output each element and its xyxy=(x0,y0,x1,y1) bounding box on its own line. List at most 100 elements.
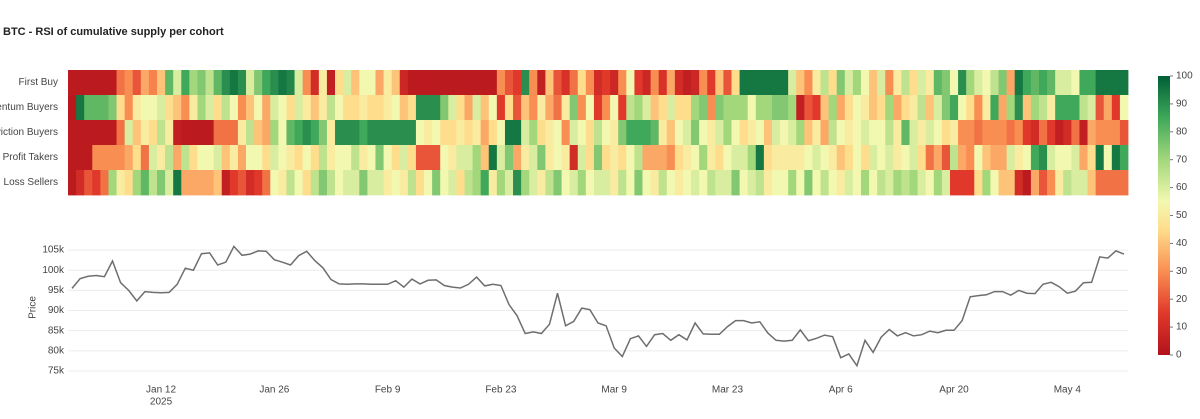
colorbar-tick-label: 20 xyxy=(1176,294,1188,305)
heatmap-cell xyxy=(92,95,101,121)
heatmap-cell xyxy=(666,120,676,146)
heatmap-cell xyxy=(456,70,465,96)
heatmap-cell xyxy=(731,170,741,196)
heatmap-cell xyxy=(780,145,789,171)
heatmap-cell xyxy=(909,120,919,146)
heatmap-cell xyxy=(1022,145,1032,171)
heatmap-cell xyxy=(933,145,943,171)
heatmap-cell xyxy=(755,70,765,96)
heatmap-cell xyxy=(504,170,514,196)
heatmap-cell xyxy=(1038,120,1048,146)
heatmap-cell xyxy=(974,145,983,171)
heatmap-cell xyxy=(286,95,295,121)
heatmap-cell xyxy=(788,145,797,171)
heatmap-cell xyxy=(415,145,425,171)
heatmap-cell xyxy=(480,70,490,96)
heatmap-cell xyxy=(585,170,595,196)
heatmap-cell xyxy=(553,170,562,196)
heatmap-cell xyxy=(529,170,538,196)
heatmap-cell xyxy=(812,95,821,121)
heatmap-cell xyxy=(424,170,433,196)
heatmap-cell xyxy=(771,145,781,171)
heatmap-cell xyxy=(302,170,312,196)
heatmap-cell xyxy=(949,145,959,171)
heatmap-cell xyxy=(602,120,611,146)
heatmap-cell xyxy=(577,120,587,146)
heatmap-cell xyxy=(723,120,732,146)
heatmap-cell xyxy=(116,170,126,196)
row-label: First Buy xyxy=(19,77,58,88)
heatmap-cell xyxy=(351,120,360,146)
heatmap-cell xyxy=(650,70,660,96)
heatmap-cell xyxy=(682,70,692,96)
heatmap-cell xyxy=(294,120,304,146)
heatmap-cell xyxy=(76,170,85,196)
heatmap-cell xyxy=(626,95,635,121)
heatmap-cell xyxy=(237,120,247,146)
heatmap-cell xyxy=(318,120,328,146)
heatmap-cell xyxy=(707,70,716,96)
heatmap-cell xyxy=(610,70,619,96)
heatmap-cell xyxy=(577,170,587,196)
heatmap-cell xyxy=(537,95,546,121)
heatmap-cell xyxy=(529,145,538,171)
heatmap-cell xyxy=(933,95,943,121)
heatmap-cell xyxy=(1055,145,1064,171)
heatmap-cell xyxy=(739,170,749,196)
heatmap-cell xyxy=(375,95,384,121)
heatmap-cell xyxy=(221,70,231,96)
heatmap-cell xyxy=(553,145,562,171)
heatmap-cell xyxy=(1055,95,1064,121)
heatmap-cell xyxy=(456,120,465,146)
y-tick-label: 95k xyxy=(48,285,65,296)
heatmap-cell xyxy=(901,170,910,196)
heatmap-cell xyxy=(626,70,635,96)
heatmap-cell xyxy=(1103,145,1113,171)
heatmap-cell xyxy=(391,120,401,146)
heatmap-cell xyxy=(391,145,401,171)
heatmap-cell xyxy=(513,70,522,96)
x-tick-label: Feb 23 xyxy=(485,385,517,396)
heatmap-cell xyxy=(666,170,676,196)
heatmap-cell xyxy=(464,145,473,171)
heatmap-cell xyxy=(618,170,627,196)
heatmap-cell xyxy=(456,145,465,171)
heatmap-cell xyxy=(885,120,894,146)
heatmap-cell xyxy=(998,70,1008,96)
heatmap-cell xyxy=(755,145,765,171)
heatmap-cell xyxy=(869,70,878,96)
heatmap-cell xyxy=(634,70,643,96)
heatmap-cell xyxy=(917,70,927,96)
heatmap-cell xyxy=(1038,170,1048,196)
heatmap-cell xyxy=(472,170,482,196)
heatmap-cell xyxy=(755,120,765,146)
heatmap-cell xyxy=(157,145,166,171)
heatmap-cell xyxy=(165,70,174,96)
heatmap-cell xyxy=(990,170,999,196)
heatmap-cell xyxy=(593,145,603,171)
heatmap-cell xyxy=(480,170,490,196)
heatmap-cell xyxy=(278,95,287,121)
heatmap-cell xyxy=(958,170,967,196)
heatmap-cell xyxy=(464,120,473,146)
heatmap-cell xyxy=(828,145,838,171)
heatmap-cell xyxy=(407,70,417,96)
heatmap-cell xyxy=(424,70,433,96)
colorbar-tick-label: 30 xyxy=(1176,266,1188,277)
heatmap-cell xyxy=(432,145,441,171)
heatmap-cell xyxy=(844,170,854,196)
heatmap-cell xyxy=(569,70,579,96)
heatmap-cell xyxy=(1087,95,1097,121)
heatmap-cell xyxy=(521,120,530,146)
heatmap-cell xyxy=(658,95,668,121)
heatmap-cell xyxy=(1119,145,1129,171)
heatmap-cell xyxy=(375,170,384,196)
heatmap-cell xyxy=(561,145,571,171)
colorbar-tick-label: 80 xyxy=(1176,126,1188,137)
heatmap-cell xyxy=(229,95,239,121)
heatmap-cell xyxy=(391,70,401,96)
heatmap-cell xyxy=(1095,145,1105,171)
heatmap-cell xyxy=(1030,70,1040,96)
heatmap-cell xyxy=(593,170,603,196)
